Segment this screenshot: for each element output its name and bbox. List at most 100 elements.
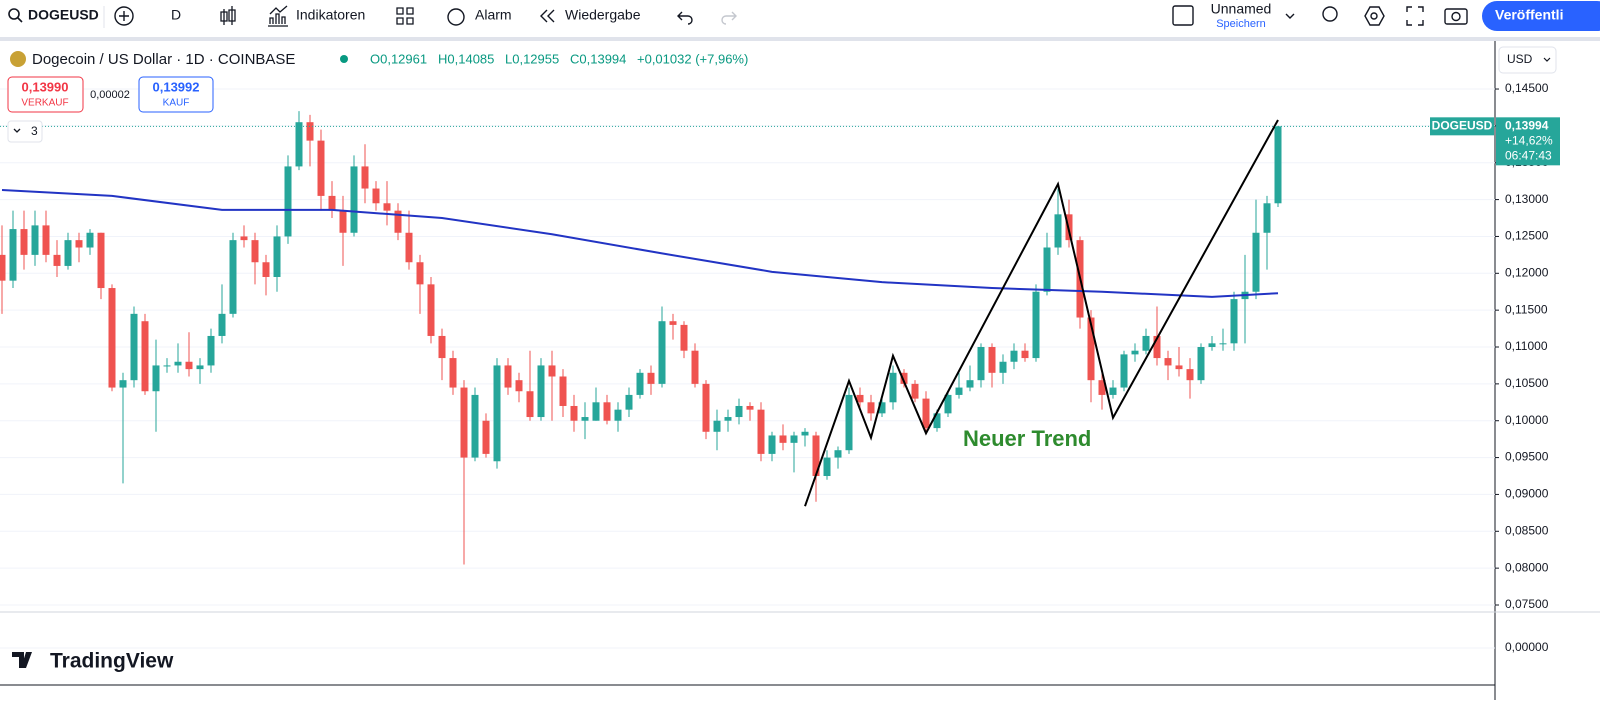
redo[interactable]	[721, 11, 737, 25]
candle-body	[878, 402, 886, 414]
search-icon[interactable]	[8, 8, 20, 20]
currency[interactable]: USD	[1507, 52, 1533, 66]
chart-title: Dogecoin / US Dollar · 1D · COINBASE	[32, 51, 295, 68]
candle-body	[1010, 350, 1018, 362]
candle-body	[559, 376, 567, 406]
replay-icon[interactable]	[540, 9, 555, 23]
sell-label[interactable]: VERKAUF	[21, 98, 68, 109]
sell-button[interactable]	[7, 76, 84, 113]
candle-body	[240, 236, 248, 241]
candle-body	[383, 203, 391, 211]
candle-body	[834, 450, 842, 458]
candle-body	[1252, 232, 1260, 292]
toggle-chevron	[13, 128, 21, 133]
moving-average	[1, 189, 1279, 298]
candle-body	[548, 365, 556, 377]
replay[interactable]: Wiedergabe	[565, 7, 641, 23]
chart-type-icon[interactable]	[220, 6, 236, 25]
save[interactable]: Speichern	[1216, 18, 1266, 30]
candle-body	[889, 372, 897, 403]
snapshot[interactable]	[1444, 8, 1468, 25]
candle-body	[97, 232, 105, 289]
candle-body	[306, 122, 314, 141]
sell-price[interactable]: 0,13990	[22, 79, 69, 94]
layout-name[interactable]: Unnamed	[1211, 1, 1272, 17]
indicator-count[interactable]: 3	[31, 124, 38, 138]
y-tick-label: 0,09500	[1505, 450, 1549, 464]
plus	[119, 11, 129, 21]
toolbar: DOGEUSD D Indikatoren Alarm Wiedergabe U…	[0, 1, 1600, 41]
alarm-icon[interactable]	[447, 8, 465, 26]
quick-search[interactable]	[1322, 6, 1338, 22]
candle-body	[570, 405, 578, 421]
toolbar-border	[0, 37, 1600, 41]
indicators-icon[interactable]	[268, 5, 288, 27]
alarm[interactable]: Alarm	[475, 7, 512, 23]
candle-body	[757, 409, 765, 454]
candle-body	[746, 405, 754, 410]
search-icon-handle	[17, 17, 23, 23]
settings[interactable]	[1364, 6, 1385, 26]
candle-body	[735, 405, 743, 418]
interval[interactable]: D	[171, 7, 181, 23]
candle-body	[1164, 358, 1172, 366]
y-tick-label: 0,11500	[1505, 302, 1548, 316]
candle-body	[1021, 350, 1029, 359]
add-symbol[interactable]	[114, 6, 134, 26]
candle-body	[724, 417, 732, 421]
candle-body	[42, 225, 50, 255]
candle-body	[361, 166, 369, 189]
buy-button[interactable]	[138, 76, 214, 113]
y-tick-label: 0,10500	[1505, 376, 1549, 390]
candle-body	[1109, 387, 1117, 395]
chevron[interactable]	[1285, 13, 1295, 19]
candle-body	[900, 372, 908, 384]
y-tick-label: 0,07500	[1505, 597, 1549, 611]
candle-body	[460, 387, 468, 458]
candle-body	[317, 140, 325, 196]
undo[interactable]	[677, 11, 693, 25]
candle-body	[515, 380, 523, 392]
last-price-box	[1496, 117, 1560, 166]
candle-body	[614, 409, 622, 421]
candle-body	[647, 372, 655, 384]
candle-body	[339, 210, 347, 233]
y-tick-label: 0,12500	[1505, 229, 1549, 243]
candle-body	[174, 361, 182, 366]
candle-body	[196, 365, 204, 370]
candle-body	[1274, 126, 1282, 204]
layouts-icon[interactable]	[396, 7, 414, 25]
candle-body	[944, 394, 952, 414]
candle-body	[350, 166, 358, 233]
candle-body	[493, 365, 501, 462]
pane2-tick-label: 0,00000	[1505, 640, 1549, 654]
buy-label[interactable]: KAUF	[163, 98, 190, 109]
plot	[0, 88, 1495, 649]
candle-body	[251, 240, 259, 263]
layout-box[interactable]	[1172, 5, 1194, 26]
last-price: 0,13994	[1505, 118, 1549, 132]
candle-body	[856, 394, 864, 403]
candle-body	[504, 365, 512, 388]
candle-body	[119, 380, 127, 388]
buy-price[interactable]: 0,13992	[153, 79, 200, 94]
indicators[interactable]: Indikatoren	[296, 7, 365, 23]
candle-body	[75, 240, 83, 248]
candle-body	[790, 435, 798, 443]
candle-body	[1032, 291, 1040, 359]
candle-body	[262, 262, 270, 277]
trend-line	[804, 119, 1279, 507]
ohlc-open: O0,12961	[370, 51, 427, 66]
candle-body	[1120, 354, 1128, 388]
indicator-toggle[interactable]	[7, 120, 43, 143]
candle-body	[1142, 335, 1150, 351]
publish-button[interactable]	[1482, 1, 1600, 31]
currency-box[interactable]	[1498, 46, 1557, 74]
countdown: 06:47:43	[1505, 148, 1552, 162]
fullscreen[interactable]	[1406, 6, 1424, 26]
candle-body	[603, 402, 611, 421]
symbol[interactable]: DOGEUSD	[28, 7, 99, 23]
publish[interactable]: Veröffentli	[1495, 7, 1563, 23]
candle-body	[86, 232, 94, 248]
